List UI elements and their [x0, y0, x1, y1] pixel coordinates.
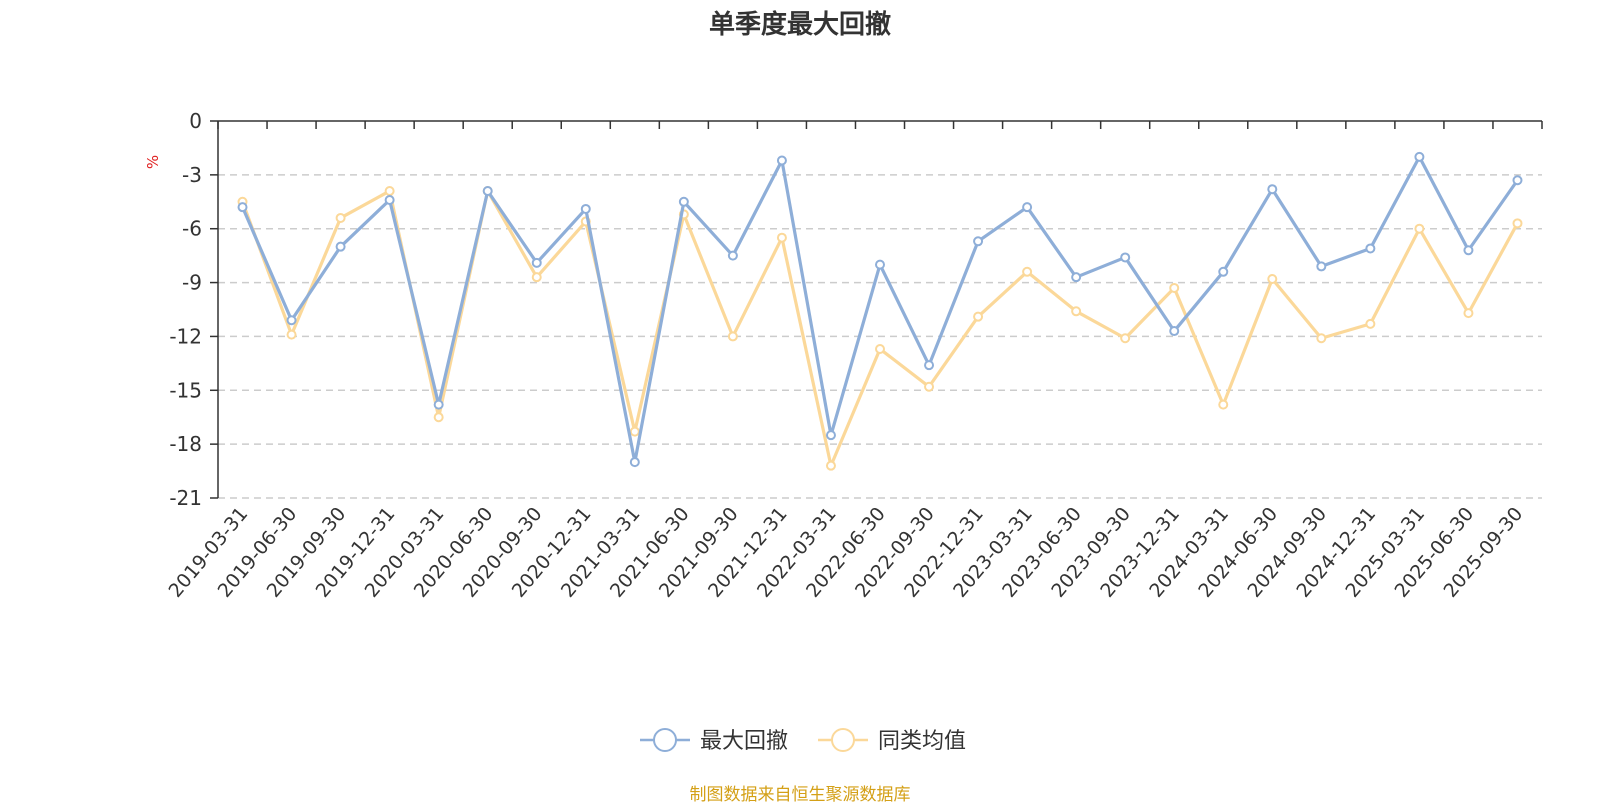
data-point[interactable]	[973, 236, 984, 247]
data-point[interactable]	[924, 360, 935, 371]
data-point[interactable]	[1218, 399, 1229, 410]
y-tick-label: -12	[169, 324, 202, 348]
data-point[interactable]	[384, 194, 395, 205]
data-point[interactable]	[1414, 151, 1425, 162]
data-point[interactable]	[1169, 282, 1180, 293]
data-point[interactable]	[531, 257, 542, 268]
y-tick-label: -15	[169, 378, 202, 402]
series-max-drawdown	[237, 151, 1523, 468]
y-axis-unit: %	[144, 155, 162, 169]
data-point[interactable]	[1316, 261, 1327, 272]
data-point[interactable]	[335, 212, 346, 223]
data-point[interactable]	[1120, 252, 1131, 263]
data-point[interactable]	[286, 315, 297, 326]
data-point[interactable]	[335, 241, 346, 252]
legend-item-max-drawdown[interactable]: 最大回撤	[640, 728, 788, 754]
data-point[interactable]	[482, 186, 493, 197]
data-point[interactable]	[433, 399, 444, 410]
series-layer	[237, 151, 1523, 471]
data-point[interactable]	[727, 250, 738, 261]
data-point[interactable]	[1316, 333, 1327, 344]
data-point[interactable]	[924, 381, 935, 392]
data-point[interactable]	[1512, 175, 1523, 186]
data-point[interactable]	[875, 343, 885, 354]
series-line	[241, 189, 1519, 468]
y-tick-label: -6	[182, 217, 202, 241]
legend-marker	[831, 728, 855, 752]
data-point[interactable]	[531, 272, 542, 283]
y-tick-label: -3	[182, 163, 202, 187]
data-point[interactable]	[1463, 308, 1474, 319]
legend-marker	[653, 728, 677, 752]
data-point[interactable]	[286, 329, 297, 340]
data-point[interactable]	[727, 331, 738, 342]
data-point[interactable]	[1022, 202, 1033, 213]
data-point[interactable]	[875, 259, 885, 270]
data-point[interactable]	[1267, 184, 1278, 195]
data-point[interactable]	[973, 311, 984, 322]
data-point[interactable]	[1365, 318, 1376, 329]
legend-label: 最大回撤	[700, 729, 788, 754]
data-point[interactable]	[1169, 326, 1180, 337]
y-tick-label: 0	[189, 109, 202, 133]
data-point[interactable]	[776, 155, 787, 166]
y-tick-label: -18	[169, 432, 202, 456]
data-point[interactable]	[1414, 223, 1425, 234]
data-point[interactable]	[1365, 243, 1376, 254]
data-point[interactable]	[1120, 333, 1131, 344]
data-point[interactable]	[825, 460, 836, 471]
chart-title: 单季度最大回撤	[708, 10, 891, 40]
data-point[interactable]	[1022, 266, 1033, 277]
data-point[interactable]	[678, 196, 689, 207]
data-point[interactable]	[1267, 273, 1278, 284]
data-point[interactable]	[776, 232, 787, 243]
data-point[interactable]	[629, 426, 640, 437]
data-point[interactable]	[1071, 272, 1082, 283]
data-point[interactable]	[384, 186, 395, 197]
source-note: 制图数据来自恒生聚源数据库	[689, 785, 911, 805]
y-tick-label: -9	[182, 271, 202, 295]
data-point[interactable]	[1071, 306, 1082, 317]
data-point[interactable]	[237, 202, 248, 213]
y-tick-label: -21	[169, 486, 202, 510]
data-point[interactable]	[629, 457, 640, 468]
legend-label: 同类均值	[878, 729, 966, 754]
legend-item-peer-average[interactable]: 同类均值	[818, 728, 966, 754]
data-point[interactable]	[433, 412, 444, 423]
grid-lines	[218, 174, 1542, 499]
data-point[interactable]	[1218, 266, 1229, 277]
data-point[interactable]	[1512, 218, 1523, 229]
data-point[interactable]	[580, 203, 591, 214]
data-point[interactable]	[825, 430, 836, 441]
data-point[interactable]	[1463, 245, 1474, 256]
series-peer-average	[237, 186, 1523, 471]
legend[interactable]: 最大回撤 同类均值	[640, 728, 966, 754]
